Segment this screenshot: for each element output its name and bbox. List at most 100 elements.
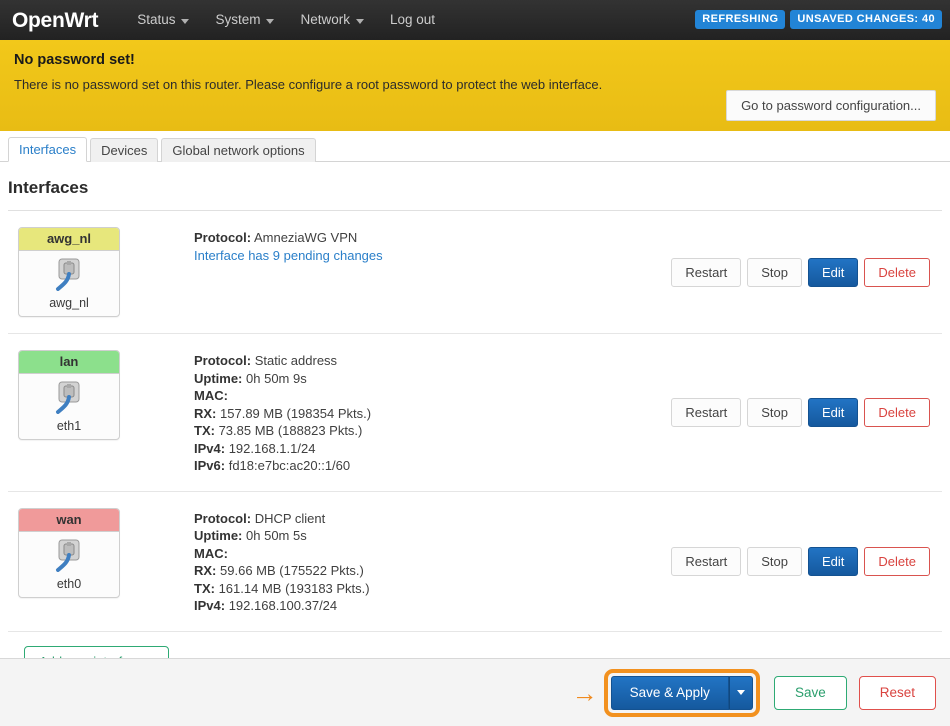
tab-global-network-options[interactable]: Global network options xyxy=(161,138,316,162)
edit-button[interactable]: Edit xyxy=(808,546,859,576)
chevron-down-icon xyxy=(356,18,364,24)
detail-label: Uptime: xyxy=(194,528,243,543)
warning-text: There is no password set on this router.… xyxy=(14,77,603,92)
interface-info-lan: Protocol: Static address Uptime: 0h 50m … xyxy=(194,350,671,475)
interface-device-label: eth0 xyxy=(56,576,82,591)
restart-button[interactable]: Restart xyxy=(671,257,742,287)
footer-action-bar: → Save & Apply Save Reset xyxy=(0,658,950,726)
delete-button[interactable]: Delete xyxy=(864,257,930,287)
save-and-apply-button[interactable]: Save & Apply xyxy=(610,675,729,710)
detail-value: 161.14 MB (193183 Pkts.) xyxy=(218,580,370,596)
table-row: awg_nl awg_nl Protocol: xyxy=(8,211,942,334)
pending-changes-link[interactable]: Interface has 9 pending changes xyxy=(194,247,383,263)
nav-item-label: Status xyxy=(137,12,176,27)
page-content: Interfaces awg_nl awg_nl xyxy=(0,178,950,695)
interface-actions: Restart Stop Edit Delete xyxy=(671,397,930,427)
interface-card-wan: wan eth0 xyxy=(18,507,120,598)
page-title: Interfaces xyxy=(8,178,89,197)
go-to-password-configuration-button[interactable]: Go to password configuration... xyxy=(726,90,936,121)
top-navbar: OpenWrt Status System Network Log out RE… xyxy=(0,0,950,40)
interface-actions: Restart Stop Edit Delete xyxy=(671,257,930,287)
detail-line: TX: 73.85 MB (188823 Pkts.) xyxy=(194,422,671,440)
restart-button[interactable]: Restart xyxy=(671,397,742,427)
table-row: lan eth1 Protocol: St xyxy=(8,334,942,492)
nav-item-system[interactable]: System xyxy=(202,0,287,40)
protocol-line: Protocol: AmneziaWG VPN xyxy=(194,229,671,247)
interface-device-label: awg_nl xyxy=(49,296,89,310)
stop-button[interactable]: Stop xyxy=(747,257,803,287)
detail-label: Uptime: xyxy=(194,370,243,386)
detail-line: IPv4: 192.168.100.37/24 xyxy=(194,597,671,615)
ethernet-port-icon xyxy=(19,257,119,294)
detail-label: MAC: xyxy=(194,388,228,403)
interface-card-body: eth1 xyxy=(19,374,119,439)
stop-button[interactable]: Stop xyxy=(747,397,803,427)
save-button[interactable]: Save xyxy=(773,675,847,710)
brand-logo[interactable]: OpenWrt xyxy=(12,8,99,32)
reset-button[interactable]: Reset xyxy=(858,675,936,710)
detail-value: 73.85 MB (188823 Pkts.) xyxy=(218,423,363,438)
detail-label: IPv4: xyxy=(194,598,226,613)
interface-info-awg-nl: Protocol: AmneziaWG VPN Interface has 9 … xyxy=(194,227,671,264)
detail-line: IPv4: 192.168.1.1/24 xyxy=(194,440,671,458)
edit-button[interactable]: Edit xyxy=(808,257,859,287)
warning-title: No password set! xyxy=(14,52,135,68)
interface-card-body: awg_nl xyxy=(19,251,119,316)
protocol-line: Protocol: Static address xyxy=(194,352,671,370)
detail-label: MAC: xyxy=(194,545,228,561)
delete-button[interactable]: Delete xyxy=(864,546,930,576)
interface-card-lan: lan eth1 xyxy=(18,350,120,440)
interface-device-label: eth1 xyxy=(56,419,82,433)
protocol-value: AmneziaWG VPN xyxy=(253,230,358,245)
chevron-down-icon xyxy=(266,18,275,24)
interface-name-badge: awg_nl xyxy=(19,228,119,251)
detail-label: TX: xyxy=(194,423,215,438)
interface-actions: Restart Stop Edit Delete xyxy=(671,546,930,576)
annotation-arrow-icon: → xyxy=(571,677,598,708)
protocol-value: DHCP client xyxy=(254,510,326,526)
tab-interfaces[interactable]: Interfaces xyxy=(8,137,88,162)
tab-devices[interactable]: Devices xyxy=(90,138,159,162)
detail-value: 157.89 MB (198354 Pkts.) xyxy=(220,405,372,421)
interface-name-badge: wan xyxy=(19,508,119,532)
status-badge-refreshing[interactable]: REFRESHING xyxy=(695,10,786,29)
detail-value: 59.66 MB (175522 Pkts.) xyxy=(220,563,364,578)
detail-value: 0h 50m 9s xyxy=(246,370,307,386)
protocol-label: Protocol: xyxy=(194,510,252,526)
tab-bar: Interfaces Devices Global network option… xyxy=(0,131,950,162)
nav-item-network[interactable]: Network xyxy=(287,0,377,40)
detail-value: 0h 50m 5s xyxy=(246,528,307,543)
detail-line: Uptime: 0h 50m 5s xyxy=(194,527,671,545)
nav-item-status[interactable]: Status xyxy=(124,0,202,40)
detail-line: IPv6: fd18:e7bc:ac20::1/60 xyxy=(194,457,671,475)
table-row: wan eth0 Protocol: DH xyxy=(8,492,942,632)
detail-value: fd18:e7bc:ac20::1/60 xyxy=(228,458,351,473)
interface-card-awg-nl: awg_nl awg_nl xyxy=(18,227,120,317)
navbar-status-badges: REFRESHING UNSAVED CHANGES: 40 xyxy=(695,10,942,29)
detail-label: IPv4: xyxy=(194,440,226,456)
detail-value: 192.168.1.1/24 xyxy=(228,440,316,456)
detail-label: IPv6: xyxy=(194,458,226,473)
detail-line: RX: 59.66 MB (175522 Pkts.) xyxy=(194,562,671,580)
no-password-warning-banner: No password set! There is no password se… xyxy=(0,40,950,131)
nav-item-label: Log out xyxy=(390,12,436,27)
detail-label: RX: xyxy=(194,405,217,421)
nav-item-logout[interactable]: Log out xyxy=(377,0,448,40)
protocol-label: Protocol: xyxy=(194,353,252,368)
edit-button[interactable]: Edit xyxy=(808,397,859,427)
detail-line: RX: 157.89 MB (198354 Pkts.) xyxy=(194,405,671,423)
stop-button[interactable]: Stop xyxy=(747,546,803,576)
save-apply-dropdown-toggle[interactable] xyxy=(728,675,753,710)
detail-line: Uptime: 0h 50m 9s xyxy=(194,370,671,388)
save-apply-button-group: Save & Apply xyxy=(610,675,753,710)
save-apply-highlight-ring: Save & Apply xyxy=(603,668,760,717)
delete-button[interactable]: Delete xyxy=(864,397,930,427)
ethernet-port-icon xyxy=(19,380,119,417)
detail-value: 192.168.100.37/24 xyxy=(228,598,338,613)
status-badge-unsaved-changes[interactable]: UNSAVED CHANGES: 40 xyxy=(790,10,942,29)
restart-button[interactable]: Restart xyxy=(671,546,742,576)
protocol-label: Protocol: xyxy=(194,230,252,245)
detail-line: MAC: xyxy=(194,545,671,563)
nav-item-label: Network xyxy=(300,12,350,27)
interface-name-badge: lan xyxy=(19,351,119,374)
